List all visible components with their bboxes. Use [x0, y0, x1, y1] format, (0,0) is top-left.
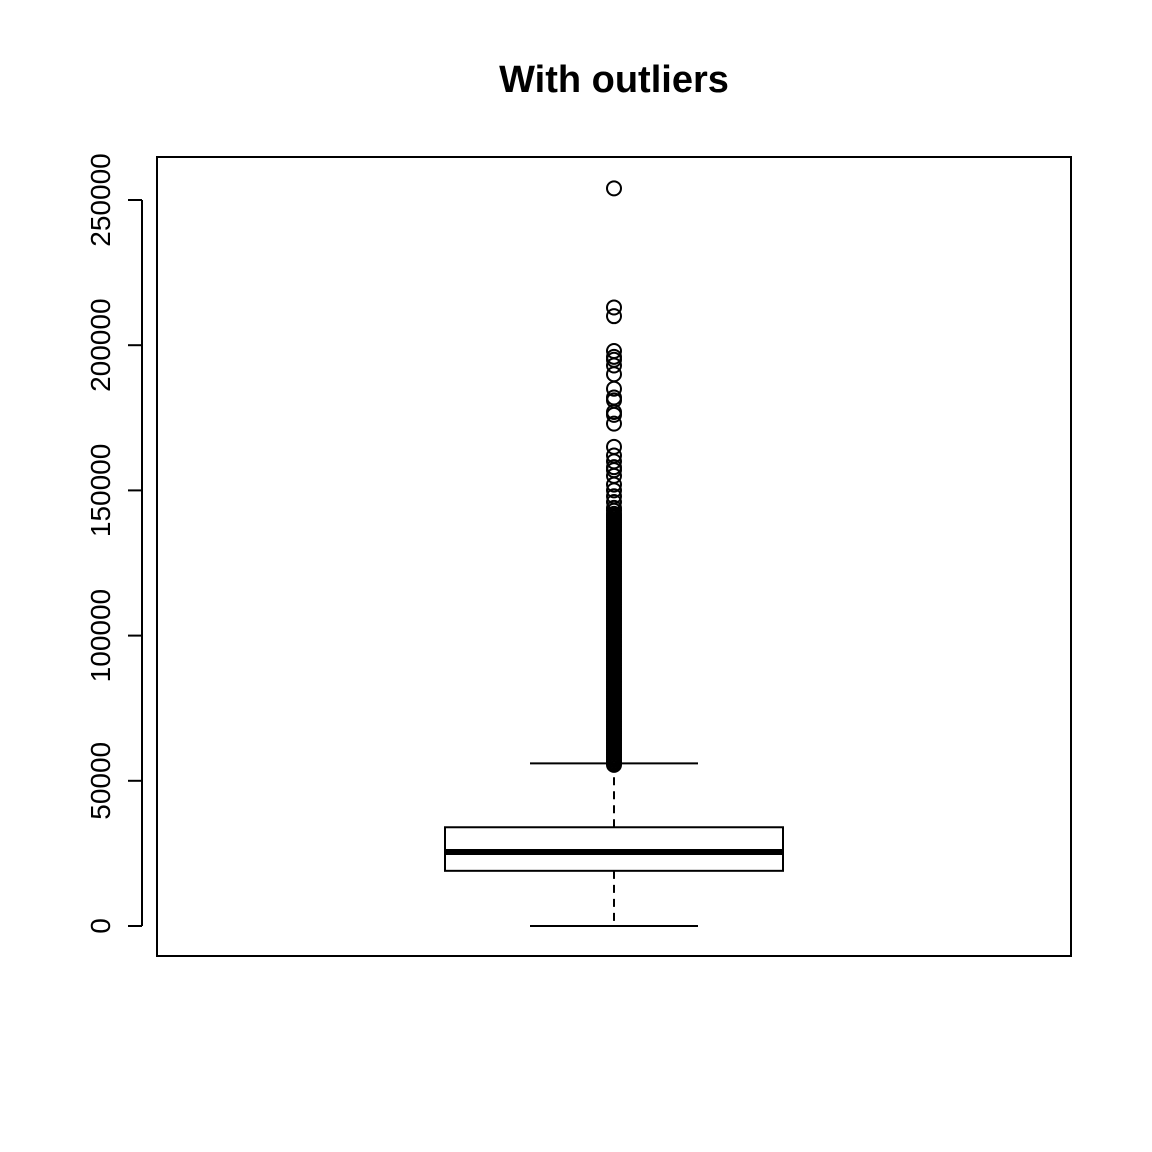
y-tick-label: 250000: [85, 153, 116, 246]
chart-title: With outliers: [499, 59, 729, 101]
outlier-point: [606, 476, 622, 493]
outlier-point: [606, 308, 622, 325]
outlier-point: [606, 502, 622, 519]
outlier-point: [606, 406, 622, 423]
y-axis: 0 50000 100000 150000 200000 250000: [85, 153, 143, 934]
y-tick-label: 100000: [85, 589, 116, 682]
outlier-point: [606, 380, 622, 397]
outlier-point: [606, 494, 622, 511]
outlier-point: [606, 366, 622, 383]
outlier-point: [606, 180, 622, 197]
outlier-point: [606, 415, 622, 432]
outlier-point: [606, 357, 622, 374]
y-tick-label: 50000: [85, 742, 116, 820]
outlier-point: [606, 482, 622, 499]
plot-frame: [156, 156, 1072, 957]
outlier-point: [606, 299, 622, 316]
y-tick-label: 150000: [85, 444, 116, 537]
y-tick-label: 200000: [85, 298, 116, 391]
box-plot: [444, 762, 784, 927]
y-tick-label: 0: [85, 918, 116, 934]
outliers: [606, 180, 622, 773]
